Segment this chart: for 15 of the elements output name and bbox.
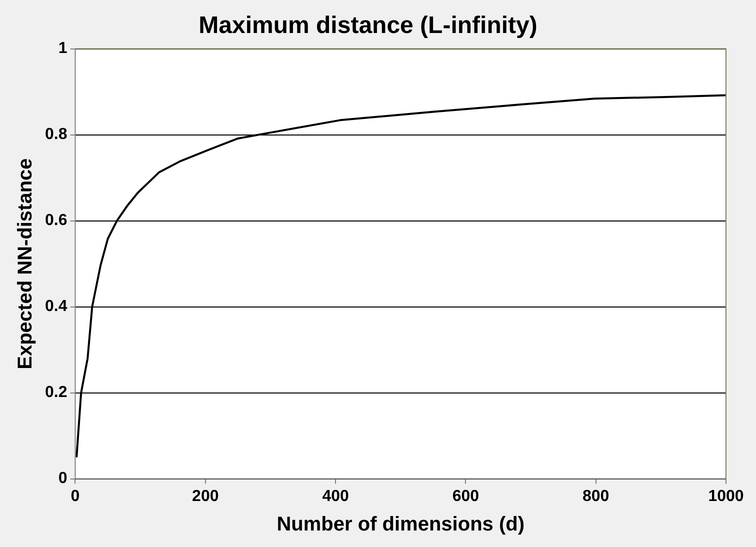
x-tick-label: 0 [70,488,80,505]
x-tick-label: 1000 [708,488,744,505]
x-tick-label: 200 [192,488,219,505]
y-tick-label: 1 [58,40,68,58]
y-axis-title: Expected NN-distance [14,158,37,370]
y-tick-label: 0.2 [44,384,68,402]
y-tick-label: 0 [58,470,68,488]
chart-title: Maximum distance (L-infinity) [198,12,538,40]
x-tick-label: 400 [322,488,349,505]
y-tick-label: 0.6 [44,212,68,230]
x-tick-label: 800 [582,488,610,505]
y-tick-label: 0.8 [44,126,68,144]
x-tick-label: 600 [452,488,480,505]
x-axis-title: Number of dimensions (d) [276,514,525,536]
y-tick-label: 0.4 [44,298,68,316]
